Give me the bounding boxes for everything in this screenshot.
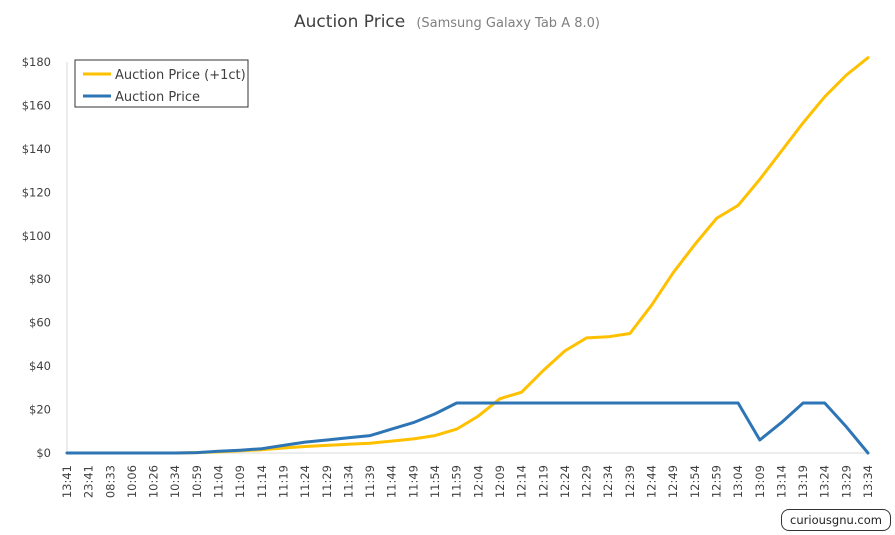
x-tick-label: 11:39 — [363, 465, 377, 498]
x-tick-label: 12:54 — [688, 465, 702, 498]
x-tick-label: 10:06 — [125, 465, 139, 498]
x-tick-label: 11:59 — [450, 465, 464, 498]
x-tick-label: 10:34 — [168, 465, 182, 498]
x-tick-label: 12:24 — [558, 465, 572, 498]
x-tick-label: 11:29 — [320, 465, 334, 498]
x-tick-label: 13:09 — [753, 465, 767, 498]
x-tick-label: 12:09 — [493, 465, 507, 498]
x-tick-label: 11:14 — [255, 465, 269, 498]
y-tick-label: $180 — [22, 55, 51, 69]
series-line-auction-price-plus-1ct — [65, 56, 870, 455]
x-tick-label: 13:34 — [861, 465, 875, 498]
x-tick-label: 12:34 — [601, 465, 615, 498]
x-axis: 13:41 23:41 08:33 10:06 10:26 10:34 10:59 11:04… — [60, 452, 875, 498]
series-line-auction-price — [65, 401, 870, 455]
x-tick-label: 12:14 — [515, 465, 529, 498]
y-tick-label: $160 — [22, 98, 51, 112]
chart-title: Auction Price (Samsung Galaxy Tab A 8.0) — [294, 12, 600, 32]
x-tick-label: 11:04 — [212, 465, 226, 498]
x-tick-label: 12:49 — [666, 465, 680, 498]
y-axis: $0 $20 $40 $60 $80 $100 $120 $140 $160 $180 — [22, 55, 68, 460]
x-tick-label: 10:26 — [147, 465, 161, 498]
x-tick-label: 11:49 — [406, 465, 420, 498]
chart-title-main: Auction Price — [294, 12, 405, 32]
x-tick-label: 12:04 — [471, 465, 485, 498]
x-tick-label: 11:54 — [428, 465, 442, 498]
x-tick-label: 12:19 — [536, 465, 550, 498]
y-tick-label: $80 — [29, 272, 51, 286]
x-tick-label: 11:44 — [385, 465, 399, 498]
y-tick-label: $100 — [22, 229, 51, 243]
x-tick-label: 12:44 — [645, 465, 659, 498]
chart-subtitle: (Samsung Galaxy Tab A 8.0) — [416, 16, 600, 31]
y-tick-label: $40 — [29, 359, 51, 373]
y-tick-label: $0 — [36, 446, 51, 460]
x-tick-label: 12:59 — [709, 465, 723, 498]
x-tick-label: 11:09 — [233, 465, 247, 498]
y-tick-label: $120 — [22, 185, 51, 199]
x-tick-label: 11:34 — [341, 465, 355, 498]
y-tick-label: $20 — [29, 403, 51, 417]
watermark-badge: curiousgnu.com — [781, 509, 891, 531]
x-tick-label: 13:19 — [796, 465, 810, 498]
x-tick-label: 11:24 — [298, 465, 312, 498]
x-tick-label: 23:41 — [82, 465, 96, 498]
x-tick-label: 13:14 — [774, 465, 788, 498]
x-tick-label: 13:29 — [839, 465, 853, 498]
y-tick-label: $140 — [22, 142, 51, 156]
x-tick-label: 12:29 — [580, 465, 594, 498]
x-tick-label: 10:59 — [190, 465, 204, 498]
series-layer — [65, 56, 870, 455]
x-tick-label: 13:04 — [731, 465, 745, 498]
legend: Auction Price (+1ct) Auction Price — [74, 59, 249, 108]
legend-box — [74, 59, 249, 108]
legend-label: Auction Price (+1ct) — [115, 68, 246, 83]
y-tick-label: $60 — [29, 316, 51, 330]
x-tick-label: 12:39 — [623, 465, 637, 498]
x-tick-label: 13:41 — [60, 465, 74, 498]
legend-label: Auction Price — [115, 90, 200, 105]
x-tick-label: 13:24 — [818, 465, 832, 498]
x-tick-label: 08:33 — [103, 465, 117, 498]
x-tick-label: 11:19 — [276, 465, 290, 498]
